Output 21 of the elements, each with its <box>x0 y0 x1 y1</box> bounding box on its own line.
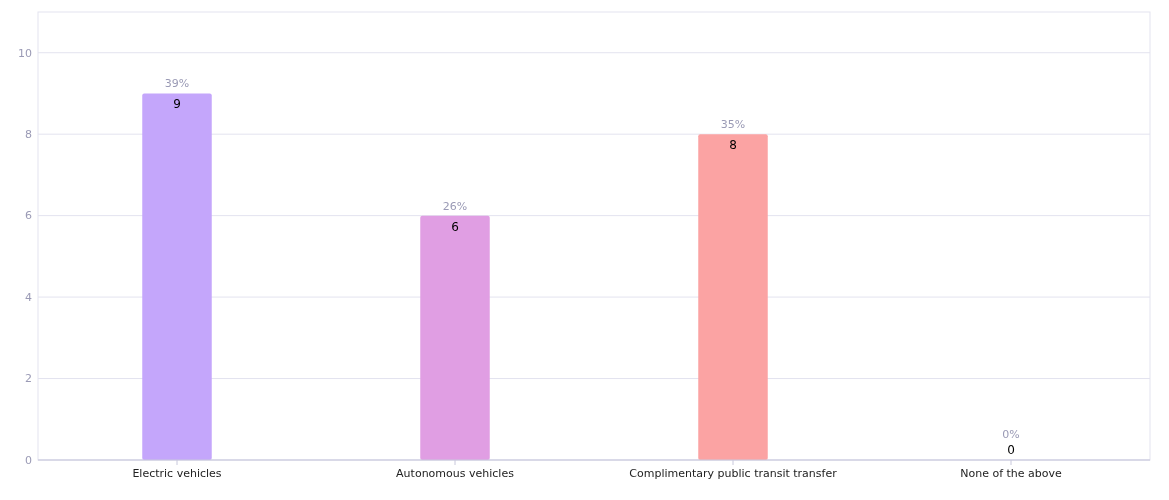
y-tick-label: 8 <box>25 128 32 142</box>
y-tick-label: 0 <box>25 453 32 467</box>
bar <box>420 215 490 460</box>
x-tick-label: Electric vehicles <box>132 467 222 480</box>
annotation: 26% <box>442 199 468 213</box>
data-label: 6 <box>451 219 459 234</box>
x-tick-label: None of the above <box>960 467 1063 480</box>
annotation: 39% <box>164 77 190 91</box>
y-tick-label: 4 <box>25 290 32 304</box>
bar <box>698 134 768 460</box>
y-tick-label: 10 <box>18 46 32 60</box>
y-tick-label: 2 <box>25 372 32 386</box>
data-label: 9 <box>173 97 181 112</box>
data-label: 0 <box>1007 443 1015 457</box>
annotation: 0% <box>1002 428 1020 441</box>
bar <box>142 93 212 460</box>
y-tick-label: 6 <box>25 209 32 223</box>
annotation: 35% <box>720 118 746 132</box>
x-tick-label: Autonomous vehicles <box>396 467 515 480</box>
x-tick-label: Complimentary public transit transfer <box>629 467 838 480</box>
data-label: 8 <box>729 138 737 153</box>
